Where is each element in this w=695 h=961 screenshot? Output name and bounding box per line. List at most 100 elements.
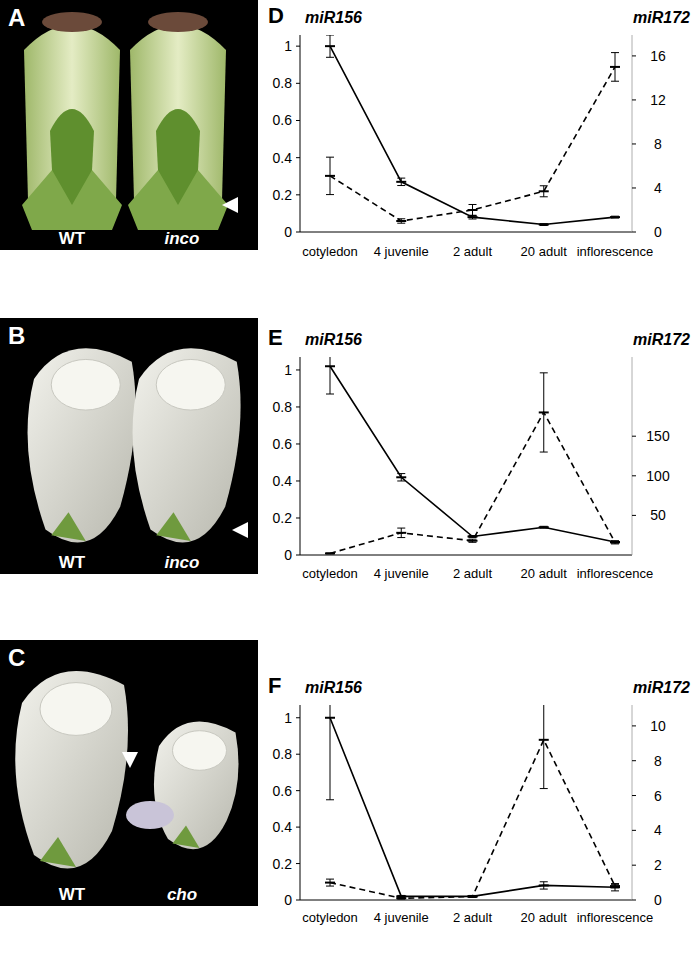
error-cap [540, 372, 548, 373]
error-bar [326, 705, 334, 800]
y-tick-label: 0 [284, 892, 292, 908]
point-marker [539, 526, 549, 528]
series-name: miR172 [633, 331, 690, 348]
error-bar [397, 895, 405, 897]
point-marker [325, 882, 335, 884]
error-bar [611, 884, 619, 891]
point-marker [539, 190, 549, 192]
y-tick-label: 0.6 [273, 783, 293, 799]
y2-tick-label: 8 [654, 753, 662, 769]
error-cap [540, 225, 548, 226]
error-cap [540, 196, 548, 197]
series-line [330, 67, 615, 221]
series-line [330, 366, 615, 542]
y2-tick [632, 143, 636, 144]
photo-panel: CWTcho [0, 640, 258, 906]
error-cap [540, 223, 548, 224]
figure: AWTincoBWTincoCWTchoD00.20.40.60.8104812… [0, 0, 695, 961]
y2-tick [632, 99, 636, 100]
point-marker [325, 175, 335, 177]
x-tick-label: 2 adult [453, 910, 492, 925]
x-tick-label: inflorescence [577, 244, 654, 259]
calyx [128, 170, 228, 230]
error-cap [469, 218, 477, 219]
error-cap [469, 895, 477, 896]
y-tick-label: 0 [284, 547, 292, 563]
background [0, 0, 695, 961]
x-tick-label: 20 adult [521, 566, 568, 581]
error-cap [326, 886, 334, 887]
error-cap [611, 542, 619, 543]
error-bar [326, 157, 334, 194]
point-marker [539, 739, 549, 741]
y-tick [296, 46, 300, 47]
error-cap [397, 185, 405, 186]
error-bar [611, 53, 619, 82]
panel-label: F [268, 673, 281, 698]
y2-tick [632, 475, 636, 476]
y-tick-label: 0.6 [273, 436, 293, 452]
error-cap [540, 185, 548, 186]
y2-axis [632, 357, 633, 555]
point-marker [610, 541, 620, 543]
flower-lip [51, 359, 120, 410]
y2-tick-label: 8 [654, 136, 662, 152]
error-cap [397, 480, 405, 481]
genotype-label: WT [59, 885, 86, 904]
genotype-label: WT [59, 229, 86, 248]
y-tick-label: 0.4 [273, 473, 293, 489]
y-tick [296, 369, 300, 370]
genotype-label: cho [167, 885, 197, 904]
y2-tick-label: 0 [654, 224, 662, 240]
error-stem [543, 705, 544, 789]
series-name: miR172 [633, 679, 690, 696]
x-tick-label: 4 juvenile [374, 566, 429, 581]
error-bar [540, 186, 548, 197]
error-bar [326, 357, 334, 394]
y2-tick [632, 55, 636, 56]
error-cap [469, 215, 477, 216]
error-stem [330, 357, 331, 394]
y2-tick [632, 187, 636, 188]
point-marker [468, 540, 478, 542]
y2-axis [632, 35, 633, 232]
error-bar [611, 216, 619, 218]
y2-tick-label: 6 [654, 788, 662, 804]
genotype-label: inco [165, 553, 200, 572]
calyx [156, 512, 191, 541]
error-cap [397, 537, 405, 538]
error-bar [397, 897, 405, 899]
error-cap [397, 897, 405, 898]
y-tick-label: 0.8 [273, 75, 293, 91]
photo-panel: BWTinco [0, 318, 258, 574]
y2-tick-label: 100 [646, 468, 670, 484]
flower-petal [154, 721, 239, 849]
series-line [330, 740, 615, 898]
genotype-label: WT [59, 553, 86, 572]
error-bar [326, 35, 334, 57]
error-cap [326, 35, 334, 36]
point-marker [325, 717, 335, 719]
y-tick-label: 0 [284, 224, 292, 240]
error-bar [469, 896, 477, 898]
y-tick [296, 232, 300, 233]
flower-lip [156, 359, 225, 410]
y-tick-label: 0.2 [273, 187, 293, 203]
y-tick [296, 480, 300, 481]
y2-tick-label: 2 [654, 857, 662, 873]
error-cap [397, 473, 405, 474]
y-tick [296, 120, 300, 121]
error-cap [469, 204, 477, 205]
y-tick-label: 0.8 [273, 746, 293, 762]
error-cap [326, 157, 334, 158]
point-marker [396, 220, 406, 222]
x-tick-label: 20 adult [521, 244, 568, 259]
error-cap [611, 890, 619, 891]
error-bar [611, 884, 619, 887]
chart: E00.20.40.60.8150100150cotyledon4 juveni… [268, 325, 690, 581]
x-axis [300, 900, 632, 901]
point-marker [468, 216, 478, 218]
flower-petal [15, 671, 128, 868]
error-bar [540, 882, 548, 889]
plot-area [325, 705, 620, 899]
